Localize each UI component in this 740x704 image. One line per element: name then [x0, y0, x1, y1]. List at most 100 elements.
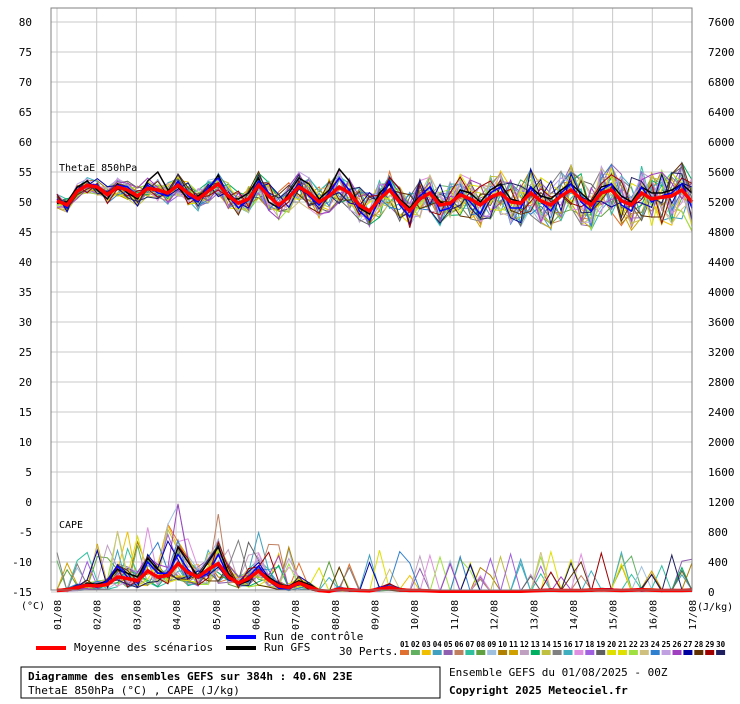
- pert-swatch: [618, 650, 627, 655]
- right-tick-label: 2800: [708, 376, 735, 389]
- footer-subtitle: ThetaE 850hPa (°C) , CAPE (J/kg): [28, 684, 240, 697]
- pert-number: 14: [542, 640, 552, 649]
- pert-number: 17: [574, 640, 583, 649]
- cape-panel-label: CAPE: [59, 520, 83, 531]
- pert-swatch: [683, 650, 693, 655]
- right-unit-label: (J/kg): [697, 602, 733, 613]
- pert-swatch: [410, 650, 420, 655]
- pert-number: 06: [455, 640, 465, 649]
- pert-number: 11: [509, 640, 519, 649]
- right-tick-label: 400: [708, 556, 728, 569]
- x-tick-label: 07/08: [291, 600, 302, 630]
- x-tick-label: 13/08: [529, 600, 540, 630]
- pert-swatch: [661, 650, 671, 655]
- legend-mean-label: Moyenne des scénarios: [74, 641, 213, 654]
- pert-number: 24: [651, 640, 661, 649]
- x-tick-label: 12/08: [490, 600, 501, 630]
- pert-swatch: [585, 650, 595, 655]
- left-tick-label: -5: [19, 526, 32, 539]
- right-tick-label: 6800: [708, 76, 735, 89]
- x-tick-label: 08/08: [331, 600, 342, 630]
- pert-number: 29: [705, 640, 715, 649]
- pert-swatch: [574, 650, 584, 655]
- legend-gfs-label: Run GFS: [264, 641, 310, 654]
- pert-number: 27: [683, 640, 692, 649]
- right-tick-label: 4400: [708, 256, 735, 269]
- pert-swatch: [596, 650, 606, 655]
- legend-control-label: Run de contrôle: [264, 630, 363, 643]
- left-tick-label: 80: [19, 16, 32, 29]
- legend: Moyenne des scénarios Run de contrôle Ru…: [36, 630, 726, 658]
- pert-number: 07: [465, 640, 474, 649]
- right-tick-label: 7600: [708, 16, 735, 29]
- x-tick-label: 16/08: [648, 600, 659, 630]
- pert-swatch: [639, 650, 649, 655]
- right-tick-label: 2400: [708, 406, 735, 419]
- pert-swatch: [487, 650, 497, 655]
- pert-number: 16: [564, 640, 574, 649]
- x-tick-label: 09/08: [371, 600, 382, 630]
- pert-number: 12: [520, 640, 529, 649]
- pert-swatch: [563, 650, 573, 655]
- left-tick-label: 70: [19, 76, 32, 89]
- footer-title: Diagramme des ensembles GEFS sur 384h : …: [28, 670, 353, 683]
- pert-number: 22: [629, 640, 638, 649]
- pert-number: 04: [433, 640, 443, 649]
- left-tick-label: 75: [19, 46, 32, 59]
- footer-box: [20, 666, 441, 699]
- pert-number: 25: [662, 640, 671, 649]
- left-tick-label: 55: [19, 166, 32, 179]
- pert-number: 18: [585, 640, 595, 649]
- pert-swatch: [476, 650, 486, 655]
- mean-thetae-line: [56, 181, 694, 214]
- run-info: Ensemble GEFS du 01/08/2025 - 00Z: [449, 666, 668, 679]
- pert-number: 15: [553, 640, 562, 649]
- x-tick-label: 17/08: [688, 600, 699, 630]
- pert-number: 23: [640, 640, 650, 649]
- left-tick-label: 60: [19, 136, 32, 149]
- pert-swatch: [694, 650, 704, 655]
- right-axis-ticks: 7600720068006400600056005200480044004000…: [708, 16, 735, 599]
- pert-swatch: [400, 650, 409, 655]
- left-tick-label: 20: [19, 376, 32, 389]
- left-tick-label: 40: [19, 256, 32, 269]
- left-tick-label: 30: [19, 316, 32, 329]
- x-tick-label: 02/08: [93, 600, 104, 630]
- right-tick-label: 6400: [708, 106, 735, 119]
- pert-number: 28: [694, 640, 704, 649]
- right-tick-label: 7200: [708, 46, 735, 59]
- x-tick-label: 10/08: [410, 600, 421, 630]
- right-tick-label: 6000: [708, 136, 735, 149]
- pert-swatch: [672, 650, 682, 655]
- x-tick-label: 01/08: [53, 600, 64, 630]
- pert-number: 19: [596, 640, 606, 649]
- left-tick-label: -10: [12, 556, 32, 569]
- pert-swatch: [541, 650, 551, 655]
- x-tick-label: 06/08: [251, 600, 262, 630]
- left-tick-label: -15: [12, 586, 32, 599]
- perturbation-legend: 01 02 03 04 05 06 07 08 09 10 11 12 13 14 15 16 17 18 19 20…: [400, 640, 726, 655]
- left-tick-label: 0: [25, 496, 32, 509]
- right-tick-label: 4800: [708, 226, 735, 239]
- x-tick-label: 15/08: [609, 600, 620, 630]
- x-tick-label: 11/08: [450, 600, 461, 630]
- right-tick-label: 0: [708, 586, 715, 599]
- right-tick-label: 1200: [708, 496, 735, 509]
- pert-swatch: [530, 650, 540, 655]
- x-tick-label: 04/08: [172, 600, 183, 630]
- pert-swatch: [705, 650, 715, 655]
- right-tick-label: 5600: [708, 166, 735, 179]
- left-tick-label: 50: [19, 196, 32, 209]
- pert-number: 01: [400, 640, 410, 649]
- copyright: Copyright 2025 Meteociel.fr: [449, 684, 628, 697]
- right-tick-label: 800: [708, 526, 728, 539]
- pert-swatch: [443, 650, 453, 655]
- pert-swatch: [519, 650, 529, 655]
- legend-perts-label: 30 Perts.: [339, 645, 399, 658]
- pert-swatch: [421, 650, 431, 655]
- left-tick-label: 25: [19, 346, 32, 359]
- right-tick-label: 2000: [708, 436, 735, 449]
